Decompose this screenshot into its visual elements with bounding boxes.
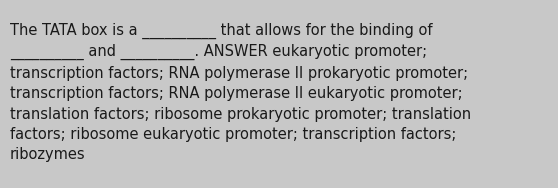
Text: The TATA box is a __________ that allows for the binding of
__________ and _____: The TATA box is a __________ that allows… (10, 23, 471, 162)
